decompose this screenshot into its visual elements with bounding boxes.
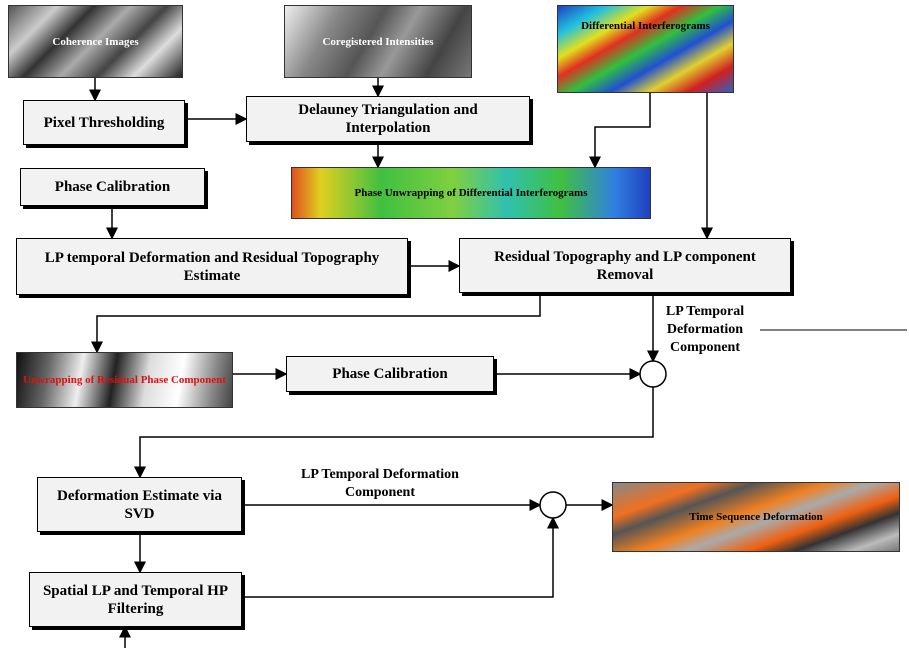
arrow <box>97 293 540 352</box>
process-box: Phase Calibration <box>20 168 205 206</box>
sum-node <box>640 361 666 387</box>
process-box: Phase Calibration <box>286 356 494 392</box>
image: Unwrapping of Residual Phase Component <box>16 352 233 408</box>
diagram: Coherence Images Coregistered Intensitie… <box>0 0 909 648</box>
process-box: Residual Topography and LP component Rem… <box>459 238 791 293</box>
process-box: LP temporal Deformation and Residual Top… <box>16 238 408 295</box>
label: LP Temporal Deformation Component <box>270 465 490 503</box>
process-box: Delauney Triangulation and Interpolation <box>246 96 530 142</box>
image: Coherence Images <box>8 5 183 78</box>
image: Time Sequence Deformation <box>612 482 900 552</box>
label: LP Temporal Deformation Component <box>650 300 760 360</box>
image: Coregistered Intensities <box>284 5 472 78</box>
arrow <box>595 93 650 167</box>
sum-node <box>540 492 566 518</box>
arrow <box>242 518 553 597</box>
process-box: Spatial LP and Temporal HP Filtering <box>29 572 242 627</box>
process-box: Pixel Thresholding <box>23 100 185 145</box>
image: Phase Unwrapping of Differential Interfe… <box>291 167 651 219</box>
process-box: Deformation Estimate via SVD <box>37 477 242 532</box>
image: Differential Interferograms <box>557 5 734 93</box>
